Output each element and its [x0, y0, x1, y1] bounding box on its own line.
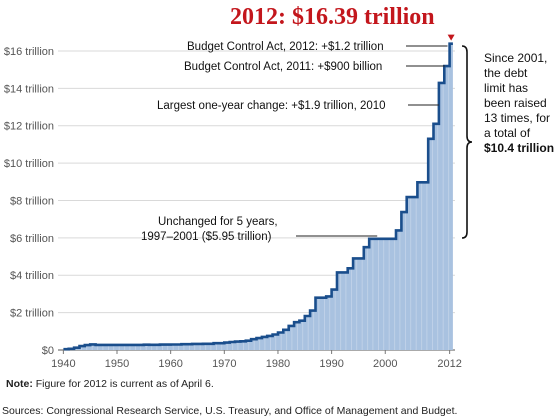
annotation-unchanged-line1: Unchanged for 5 years, [158, 216, 278, 228]
side-note-line: limit has [484, 81, 528, 95]
x-tick-label: 1970 [212, 358, 236, 370]
axis-ticks: $0 $2 trillion $4 trillion $6 trillion $8 tr… [4, 46, 462, 370]
side-note: Since 2001, the debt limit has been rais… [461, 45, 554, 239]
latest-value-marker [447, 34, 455, 41]
sources: Sources: Congressional Research Service,… [2, 405, 457, 417]
side-note-line: a total of [484, 126, 531, 140]
y-tick-label: $12 trillion [4, 121, 54, 133]
x-tick-label: 1990 [319, 358, 343, 370]
annotation-largest-change: Largest one-year change: +$1.9 trillion,… [157, 100, 386, 112]
side-note-line: 13 times, for [484, 111, 550, 125]
footnote-text: Figure for 2012 is current as of April 6… [33, 378, 214, 390]
footnote-label: Note: [6, 378, 33, 390]
annotation-bca-2011: Budget Control Act, 2011: +$900 billion [184, 61, 382, 73]
x-tick-label: 2000 [373, 358, 397, 370]
chart-title: 2012: $16.39 trillion [230, 4, 435, 30]
plot-area [63, 42, 453, 351]
series-line [63, 42, 453, 351]
y-tick-label: $4 trillion [10, 270, 54, 282]
y-tick-label: $0 [42, 345, 54, 357]
series-area [63, 43, 453, 350]
annotation-unchanged-line2: 1997–2001 ($5.95 trillion) [141, 231, 272, 243]
y-tick-label: $8 trillion [10, 195, 54, 207]
side-note-line: been raised [484, 96, 547, 110]
gridlines [58, 50, 455, 351]
y-tick-label: $10 trillion [4, 158, 54, 170]
side-note-line: Since 2001, [484, 51, 547, 65]
y-tick-label: $6 trillion [10, 233, 54, 245]
footnote: Note: Figure for 2012 is current as of A… [6, 378, 214, 390]
annotation-bca-2012: Budget Control Act, 2012: +$1.2 trillion [187, 41, 384, 53]
side-note-brace [461, 45, 473, 239]
y-tick-label: $2 trillion [10, 308, 54, 320]
x-tick-label: 1980 [266, 358, 290, 370]
x-tick-label: 1960 [158, 358, 182, 370]
side-note-line: the debt [484, 66, 528, 80]
x-tick-label: 2012 [437, 358, 461, 370]
side-note-total: $10.4 trillion [484, 141, 554, 155]
x-tick-label: 1950 [105, 358, 129, 370]
annotations: Budget Control Act, 2012: +$1.2 trillion… [141, 41, 448, 243]
y-tick-label: $16 trillion [4, 46, 54, 58]
y-tick-label: $14 trillion [4, 83, 54, 95]
x-tick-label: 1940 [51, 358, 75, 370]
